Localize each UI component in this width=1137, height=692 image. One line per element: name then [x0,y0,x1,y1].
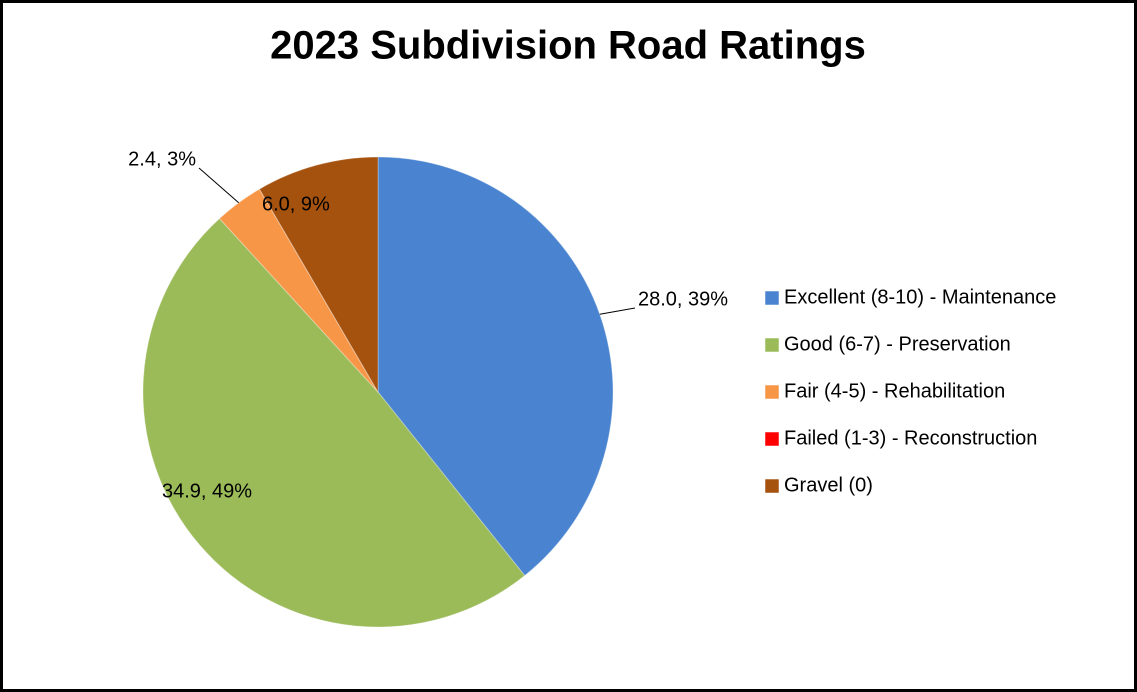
data-label: 2.4, 3% [128,148,196,170]
data-label: 34.9, 49% [162,480,252,502]
leader-line [198,167,240,204]
legend-label: Excellent (8-10) - Maintenance [784,286,1056,308]
legend-swatch [764,384,780,400]
legend-swatch [764,290,780,306]
legend-label: Fair (4-5) - Rehabilitation [784,380,1005,402]
legend-swatch [764,337,780,353]
leader-line [599,307,636,315]
legend-label: Good (6-7) - Preservation [784,333,1011,355]
legend-swatch [764,478,780,494]
legend-label: Failed (1-3) - Reconstruction [784,427,1037,449]
pie-slice [258,156,379,394]
data-label: 6.0, 9% [262,193,330,215]
legend-label: Gravel (0) [784,474,873,496]
pie-slice [259,188,379,393]
data-label: 28.0, 39% [638,288,728,310]
chart-title: 2023 Subdivision Road Ratings [270,24,866,68]
legend-swatch [764,431,780,447]
pie-slice [218,188,379,393]
pie-slice [142,217,526,628]
